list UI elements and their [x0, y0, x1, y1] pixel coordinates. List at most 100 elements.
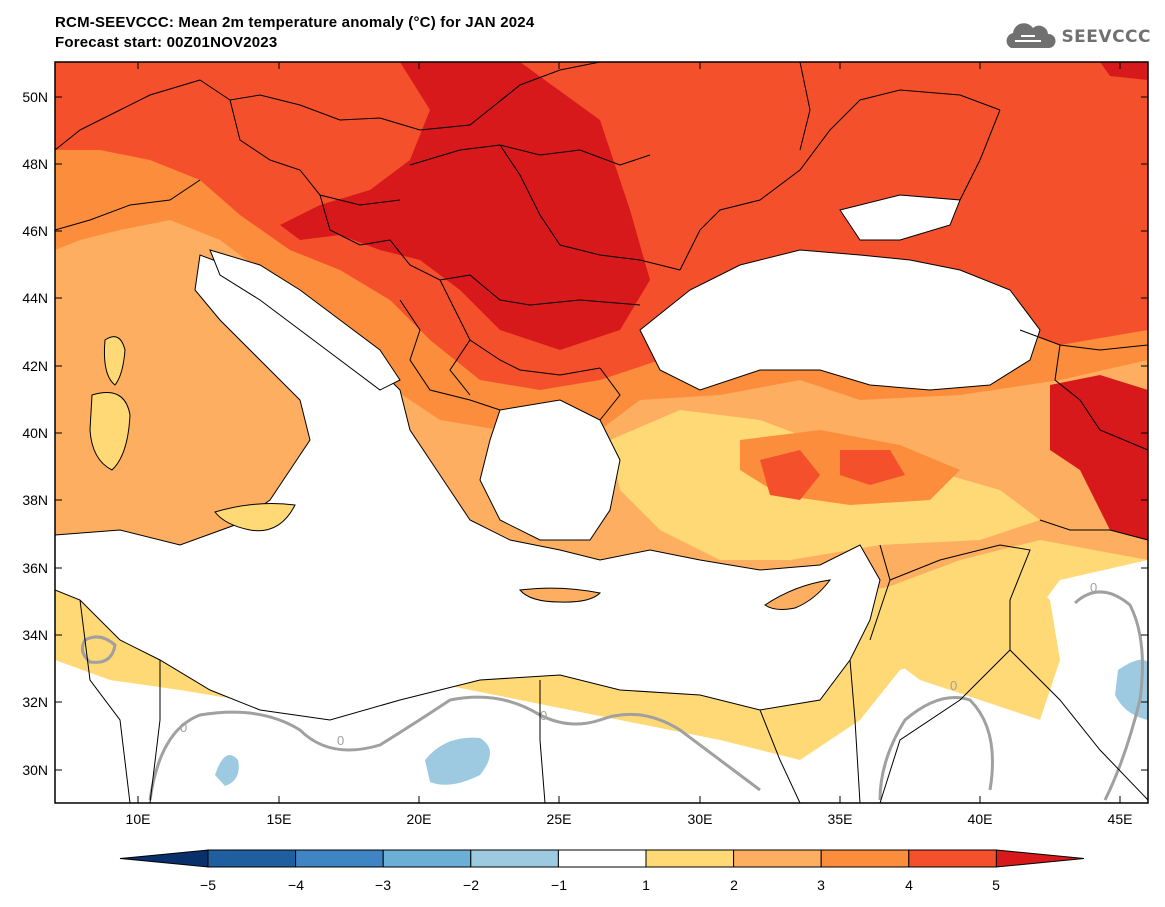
chart-title: RCM-SEEVCCC: Mean 2m temperature anomaly…: [55, 14, 535, 31]
zero-contour-africa: [148, 695, 761, 801]
border-line: [1019, 329, 1148, 351]
cloud-icon: [1007, 23, 1056, 48]
colorbar-bin: [820, 849, 910, 868]
colorbar-bin: [645, 849, 735, 868]
lat-label: 38N: [22, 492, 48, 508]
zero-contour-arabia: [878, 696, 994, 801]
forecast-start-label: Forecast start: 00Z01NOV2023: [55, 34, 278, 51]
border-line: [759, 709, 801, 803]
colorbar-labels: −5 −4 −3 −2 −1 1 2 3 4 5: [200, 877, 1000, 893]
colorbar-label: −5: [200, 877, 216, 893]
lon-label: 45E: [1108, 811, 1133, 827]
latitude-axis: [55, 96, 1148, 771]
lat-label: 50N: [22, 89, 48, 105]
zero-contours: [80, 590, 1144, 801]
lon-label: 30E: [688, 811, 713, 827]
border-line: [55, 179, 201, 231]
negative-patch-tunisia: [215, 755, 239, 786]
border-line: [469, 62, 601, 126]
sea-areas: [55, 194, 1041, 721]
colorbar-arrow-high: [995, 849, 1085, 868]
colorbar-label: 4: [905, 877, 913, 893]
border-line: [1054, 344, 1148, 451]
logo-text: SEEVCCC: [1061, 27, 1151, 47]
lat-label: 42N: [22, 358, 48, 374]
crete-island: [519, 587, 602, 603]
lat-label: 48N: [22, 156, 48, 172]
lon-label: 20E: [407, 811, 432, 827]
warm-band-levant: [870, 560, 1060, 720]
border-line: [799, 62, 811, 151]
border-line: [679, 89, 1001, 271]
colorbar-bin: [295, 849, 384, 868]
border-line: [409, 144, 651, 166]
lat-label: 36N: [22, 560, 48, 576]
longitude-axis: [137, 62, 1121, 803]
colorbar-label: −2: [463, 877, 479, 893]
border-line: [959, 109, 1001, 201]
sicily-island: [214, 503, 296, 532]
zero-contour-west: [80, 635, 117, 664]
colorbar-label: 5: [992, 877, 1000, 893]
border-line: [439, 279, 601, 376]
latitude-labels: 50N 48N 46N 44N 42N 40N 38N 36N 34N 32N …: [22, 89, 48, 778]
border-line: [449, 339, 471, 396]
contour-label: 0: [180, 720, 187, 735]
mediterranean-sea: [55, 254, 881, 721]
map-plot-area: 0 0 0 0 0: [55, 62, 1148, 803]
anomaly-band-gt5-ne: [1100, 62, 1148, 80]
islands: [89, 336, 832, 610]
lat-label: 46N: [22, 223, 48, 239]
adriatic-sea: [209, 249, 401, 391]
black-sea: [639, 249, 1041, 391]
colorbar-label: 3: [817, 877, 825, 893]
border-line: [879, 544, 1031, 803]
border-line: [229, 99, 401, 206]
lat-label: 44N: [22, 290, 48, 306]
border-line: [55, 79, 201, 151]
near-zero-area-africa: [55, 560, 1148, 803]
colorbar-bin: [382, 849, 472, 868]
colorbar-label: 1: [642, 877, 650, 893]
sea-of-azov: [839, 194, 961, 241]
border-line: [1039, 519, 1148, 541]
colorbar-label: 2: [730, 877, 738, 893]
border-line: [79, 599, 131, 803]
contour-label: 0: [950, 678, 957, 693]
lat-label: 32N: [22, 694, 48, 710]
colorbar-label: −4: [288, 877, 304, 893]
zero-contour-east: [1073, 590, 1144, 801]
colorbar-arrow-low: [119, 849, 209, 868]
lon-label: 15E: [267, 811, 292, 827]
colorbar-label: −1: [551, 877, 567, 893]
contour-label: 0: [540, 708, 547, 723]
anomaly-band-4-5-anatolia: [760, 450, 905, 500]
contour-label: 0: [1090, 580, 1097, 595]
lon-label: 40E: [968, 811, 993, 827]
lon-label: 10E: [126, 811, 151, 827]
negative-patch-libya: [425, 737, 490, 785]
lon-label: 25E: [547, 811, 572, 827]
border-line: [869, 544, 891, 641]
anomaly-band-gt5-east: [1050, 375, 1148, 540]
lat-label: 34N: [22, 627, 48, 643]
colorbar-bin: [470, 849, 559, 868]
colorbar-bin: [908, 849, 997, 868]
border-line: [849, 659, 861, 803]
lat-label: 40N: [22, 425, 48, 441]
corsica-island: [104, 336, 126, 386]
longitude-labels: 10E 15E 20E 25E 30E 35E 40E 45E: [126, 811, 1133, 827]
country-borders: [55, 62, 1148, 803]
border-line: [539, 680, 546, 803]
border-line: [399, 299, 501, 411]
sardinia-island: [89, 392, 131, 471]
colorbar: [119, 849, 1085, 868]
border-line: [1009, 649, 1148, 801]
colorbar-bin: [733, 849, 822, 868]
seevccc-logo: SEEVCCC: [1003, 22, 1151, 52]
cyprus-island: [764, 579, 832, 610]
border-line: [149, 660, 161, 803]
colorbar-bin: [557, 849, 647, 868]
anomaly-band-gt5-north: [280, 62, 650, 350]
